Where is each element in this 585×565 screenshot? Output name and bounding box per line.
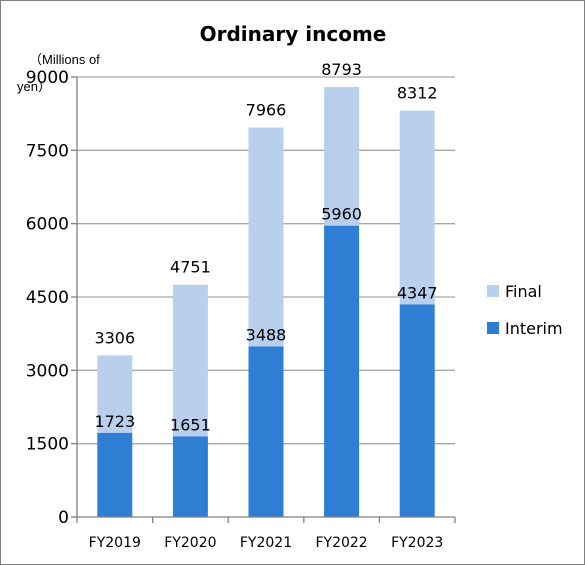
- bars: [97, 87, 435, 517]
- y-tick-label: 7500: [26, 141, 69, 161]
- y-tick-label: 3000: [26, 361, 69, 381]
- bar-final-fy2023: [399, 110, 435, 305]
- total-data-label: 4751: [170, 258, 211, 277]
- x-tick-label: FY2023: [391, 535, 443, 551]
- bar-final-fy2020: [172, 284, 208, 437]
- total-data-label: 8312: [397, 84, 438, 103]
- legend: Final Interim: [487, 282, 563, 338]
- total-data-label: 7966: [246, 101, 287, 120]
- total-data-label: 8793: [321, 60, 362, 79]
- unit-label-line1: （Millions of: [29, 52, 100, 67]
- y-tick-label: 6000: [26, 215, 69, 235]
- legend-label: Interim: [505, 319, 563, 338]
- y-tick-label: 4500: [26, 288, 69, 308]
- interim-data-label: 5960: [321, 205, 362, 224]
- bar-interim-fy2022: [324, 225, 360, 517]
- interim-data-label: 1651: [170, 415, 211, 434]
- bar-interim-fy2023: [399, 304, 435, 517]
- bar-final-fy2022: [324, 87, 360, 226]
- bar-interim-fy2019: [97, 432, 133, 517]
- interim-data-label: 4347: [397, 283, 438, 302]
- data-labels: 1723 3306 1651 4751 3488 7966 5960 8793 4347 8312: [94, 60, 437, 434]
- legend-swatch: [487, 322, 499, 334]
- y-tick-label: 0: [58, 508, 69, 528]
- x-tick-label: FY2020: [164, 535, 216, 551]
- x-tick-label: FY2022: [315, 535, 367, 551]
- x-tick-label: FY2019: [89, 535, 141, 551]
- y-tick-label: 1500: [26, 435, 69, 455]
- axes: 0 1500 3000 4500 6000 7500 9000 FY2019 FY2020 FY2…: [26, 68, 456, 551]
- unit-label-line2: yen）: [17, 79, 51, 94]
- bar-interim-fy2020: [172, 436, 208, 517]
- bar-final-fy2019: [97, 355, 133, 433]
- bar-interim-fy2021: [248, 346, 284, 517]
- legend-swatch: [487, 285, 499, 297]
- total-data-label: 3306: [94, 328, 135, 347]
- legend-label: Final: [505, 282, 542, 301]
- interim-data-label: 3488: [246, 325, 287, 344]
- interim-data-label: 1723: [94, 412, 135, 431]
- chart-title: Ordinary income: [200, 22, 387, 46]
- bar-final-fy2021: [248, 127, 284, 347]
- y-tick-label: 9000: [26, 68, 69, 88]
- x-tick-label: FY2021: [240, 535, 292, 551]
